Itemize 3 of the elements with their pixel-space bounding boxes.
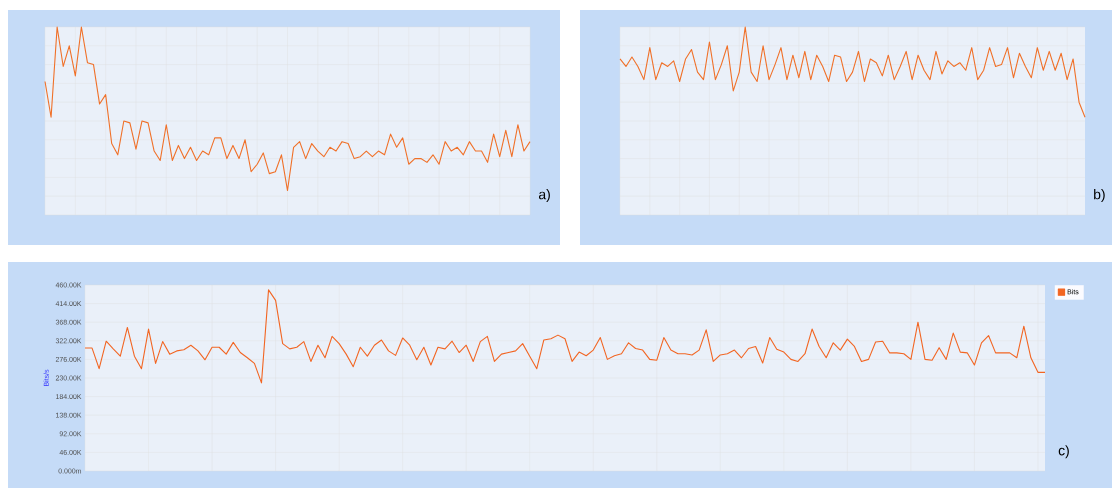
text: b) xyxy=(1094,189,1105,203)
text: c) xyxy=(1058,445,1069,459)
text: a) xyxy=(538,189,550,203)
